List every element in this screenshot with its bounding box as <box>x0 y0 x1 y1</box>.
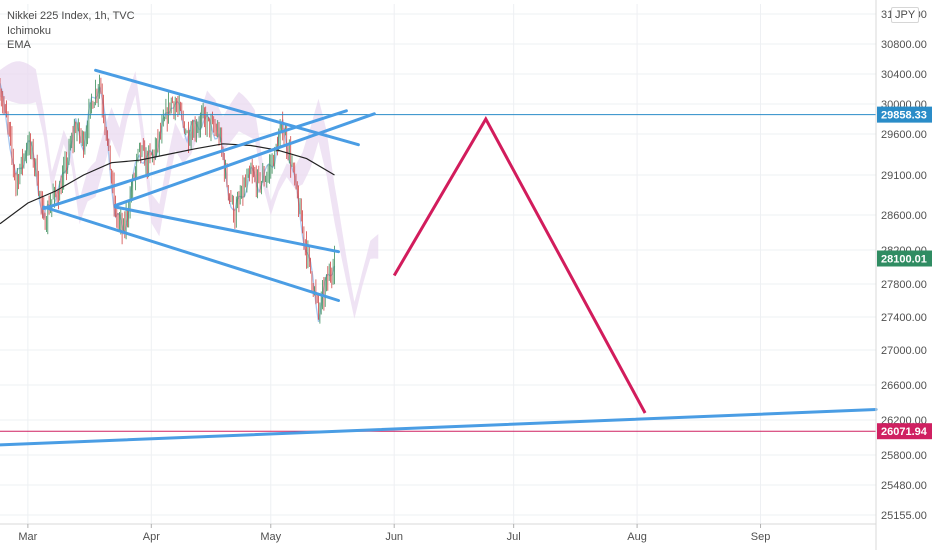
horizontal-lines <box>0 114 876 432</box>
x-tick-label: Jul <box>507 531 521 543</box>
long-term-support <box>0 408 878 447</box>
chart-legend: Nikkei 225 Index, 1h, TVC Ichimoku EMA <box>7 9 135 53</box>
y-tick-label: 25155.00 <box>881 510 927 522</box>
x-tick-label: Apr <box>143 531 160 543</box>
y-tick-label: 29600.00 <box>881 129 927 141</box>
projection-path[interactable] <box>392 115 647 414</box>
indicator-ichimoku[interactable]: Ichimoku <box>7 24 52 37</box>
time-axis[interactable]: Mar Apr May Jun Jul Aug Sep <box>0 523 876 543</box>
price-axis[interactable]: 31200.0030800.0030400.0030000.0029600.00… <box>875 0 932 550</box>
y-tick-label: 26600.00 <box>881 380 927 392</box>
middle-channel-line <box>114 205 340 254</box>
x-tick-label: Jun <box>385 531 403 543</box>
y-tick-label: 25480.00 <box>881 480 927 492</box>
x-tick-label: Sep <box>751 531 771 543</box>
currency-badge[interactable]: JPY <box>891 7 920 23</box>
y-tick-label: 28600.00 <box>881 210 927 222</box>
price-tag-label: 26071.94 <box>881 426 928 438</box>
y-tick-label: 27000.00 <box>881 345 927 357</box>
y-tick-label: 30400.00 <box>881 69 927 81</box>
ema-line-group <box>0 143 335 225</box>
y-tick-label: 30800.00 <box>881 39 927 51</box>
x-tick-label: Aug <box>627 531 647 543</box>
upper-wedge-line <box>94 68 360 147</box>
price-tag-bg <box>877 106 932 123</box>
symbol-title[interactable]: Nikkei 225 Index, 1h, TVC <box>7 10 135 22</box>
projection-line <box>392 115 647 414</box>
y-tick-label: 25800.00 <box>881 450 927 462</box>
price-tag-bg <box>877 423 932 440</box>
rising-line-b <box>114 112 376 207</box>
trendlines[interactable] <box>0 68 878 447</box>
price-tag-bg <box>877 250 932 267</box>
y-tick-label: 27800.00 <box>881 279 927 291</box>
lower-channel-line <box>42 205 340 302</box>
y-tick-label: 29100.00 <box>881 170 927 182</box>
price-tag-label: 28100.01 <box>881 253 927 265</box>
cloud-band <box>0 61 379 319</box>
grid-lines <box>0 4 876 524</box>
rising-line-a <box>42 109 348 211</box>
y-tick-label: 27400.00 <box>881 312 927 324</box>
x-tick-label: May <box>260 531 281 543</box>
price-tag-label: 29858.33 <box>881 110 927 122</box>
indicator-ema[interactable]: EMA <box>7 39 31 51</box>
ema-line <box>0 143 335 225</box>
x-tick-label: Mar <box>18 531 37 543</box>
